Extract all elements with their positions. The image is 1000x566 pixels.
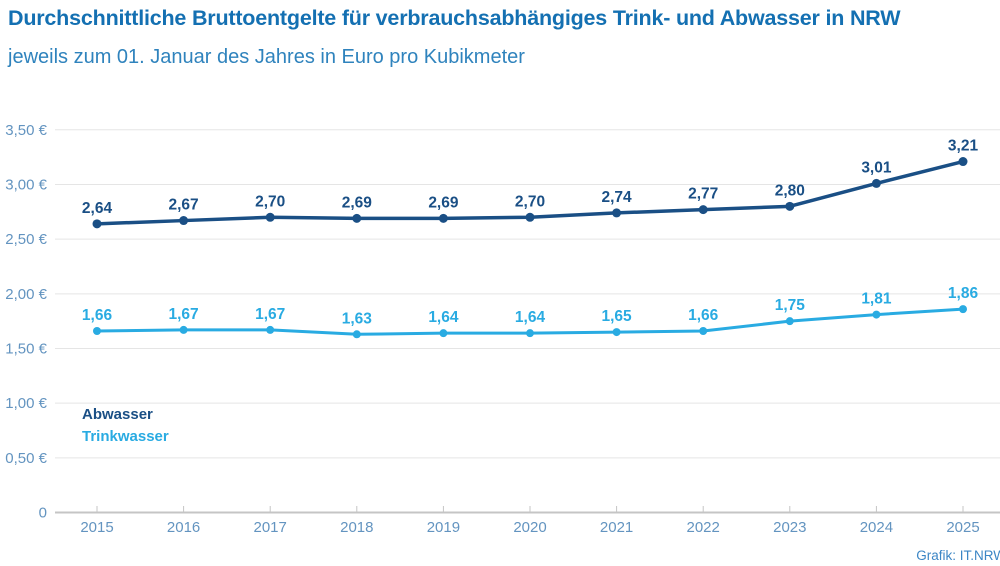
chart-subtitle: jeweils zum 01. Januar des Jahres in Eur… bbox=[8, 46, 525, 68]
data-value-label: 1,63 bbox=[342, 310, 373, 327]
data-point bbox=[92, 219, 102, 229]
y-tick-label: 1,00 € bbox=[5, 395, 47, 412]
data-point bbox=[958, 157, 968, 167]
y-tick-label: 2,00 € bbox=[5, 286, 47, 303]
data-value-label: 2,74 bbox=[602, 189, 633, 206]
data-point bbox=[526, 329, 534, 338]
x-tick-label: 2022 bbox=[687, 519, 720, 536]
data-value-label: 1,67 bbox=[169, 306, 199, 323]
x-tick-label: 2018 bbox=[340, 519, 373, 536]
y-tick-label: 0,50 € bbox=[5, 450, 47, 467]
data-value-labels: 2,64 2,67 2,70 2,69 2,69 2,70 2,74 2,77 2,80 3,01… bbox=[82, 138, 979, 328]
data-point bbox=[179, 325, 188, 334]
chart-title: Durchschnittliche Bruttoentgelte für ver… bbox=[8, 6, 901, 30]
data-value-label: 1,75 bbox=[775, 297, 806, 314]
data-value-label: 2,80 bbox=[775, 182, 805, 199]
y-tick-label: 0 bbox=[39, 505, 47, 522]
data-value-label: 1,64 bbox=[428, 309, 459, 326]
data-point bbox=[872, 310, 881, 319]
legend-item-abwasser: Abwasser bbox=[82, 406, 153, 423]
x-axis-labels: 2015 2016 2017 2018 2019 2020 2021 2022 2023 2024… bbox=[80, 519, 979, 536]
y-tick-label: 3,50 € bbox=[5, 122, 47, 139]
data-value-label: 1,81 bbox=[861, 291, 892, 308]
data-value-label: 1,64 bbox=[515, 309, 546, 326]
source-credit: Grafik: IT.NRW bbox=[916, 548, 1000, 563]
y-tick-label: 1,50 € bbox=[5, 340, 47, 357]
data-point bbox=[265, 212, 275, 222]
legend-item-trinkwasser: Trinkwasser bbox=[82, 428, 169, 445]
x-tick-label: 2024 bbox=[860, 519, 893, 536]
data-value-label: 2,70 bbox=[255, 193, 285, 210]
x-tick-label: 2019 bbox=[427, 519, 460, 536]
data-points bbox=[92, 157, 968, 339]
data-point bbox=[699, 326, 708, 335]
y-tick-label: 2,50 € bbox=[5, 231, 47, 248]
data-point bbox=[959, 305, 967, 314]
data-point bbox=[352, 330, 361, 339]
data-value-label: 1,66 bbox=[688, 307, 719, 324]
data-value-label: 3,21 bbox=[948, 138, 979, 155]
data-point bbox=[179, 216, 189, 226]
data-value-label: 1,86 bbox=[948, 285, 979, 302]
data-point bbox=[612, 328, 621, 337]
x-tick-label: 2020 bbox=[513, 519, 546, 536]
x-tick-label: 2016 bbox=[167, 519, 200, 536]
data-point bbox=[525, 212, 535, 222]
y-axis-labels: 3,50 € 3,00 € 2,50 € 2,00 € 1,50 € 1,00 € 0,50… bbox=[5, 122, 47, 522]
data-value-label: 2,69 bbox=[428, 194, 459, 211]
x-tick-label: 2021 bbox=[600, 519, 633, 536]
data-value-label: 1,65 bbox=[602, 308, 633, 325]
data-point bbox=[785, 201, 795, 211]
data-value-label: 2,77 bbox=[688, 186, 718, 203]
data-value-label: 2,69 bbox=[342, 194, 373, 211]
data-point bbox=[352, 213, 362, 223]
data-value-label: 1,67 bbox=[255, 306, 285, 323]
data-point bbox=[266, 325, 275, 334]
x-tick-label: 2017 bbox=[254, 519, 287, 536]
data-point bbox=[698, 205, 708, 215]
data-value-label: 2,70 bbox=[515, 193, 545, 210]
data-value-label: 2,67 bbox=[169, 197, 199, 214]
gridlines bbox=[55, 129, 1000, 514]
legend: Abwasser Trinkwasser bbox=[82, 404, 169, 448]
data-point bbox=[93, 326, 101, 335]
data-value-label: 1,66 bbox=[82, 307, 113, 324]
data-point bbox=[438, 213, 448, 223]
data-value-label: 3,01 bbox=[861, 159, 892, 176]
data-point bbox=[612, 208, 622, 218]
data-point bbox=[439, 329, 448, 338]
x-tick-label: 2015 bbox=[80, 519, 113, 536]
data-point bbox=[785, 317, 794, 326]
x-tick-label: 2023 bbox=[773, 519, 806, 536]
x-axis-ticks bbox=[96, 506, 964, 513]
y-tick-label: 3,00 € bbox=[5, 176, 47, 193]
data-value-label: 2,64 bbox=[82, 200, 113, 217]
data-point bbox=[871, 178, 881, 188]
x-tick-label: 2025 bbox=[946, 519, 979, 536]
